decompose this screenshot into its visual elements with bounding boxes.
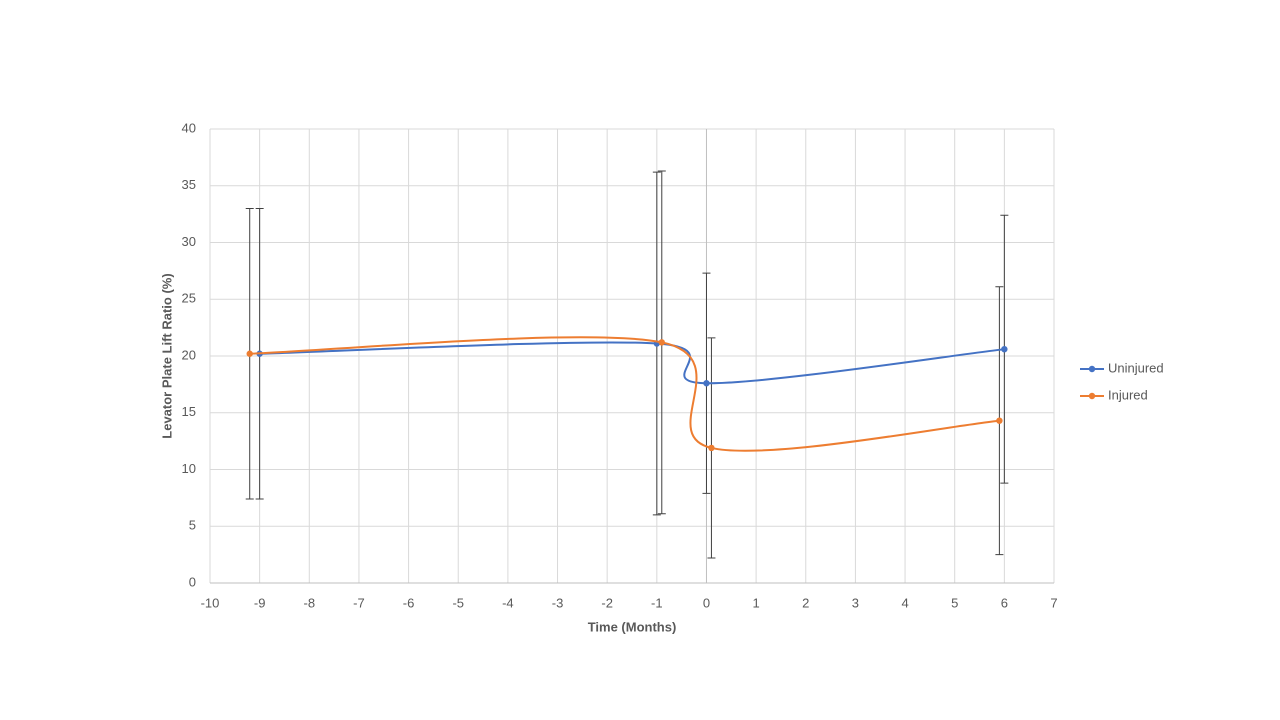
legend-label: Injured xyxy=(1108,387,1148,402)
data-point xyxy=(708,444,715,452)
y-tick-label: 40 xyxy=(182,120,196,135)
x-axis-title: Time (Months) xyxy=(588,619,677,634)
x-tick-label: 3 xyxy=(852,595,859,610)
x-tick-label: 4 xyxy=(901,595,908,610)
data-point xyxy=(1001,345,1008,353)
data-point xyxy=(246,350,253,357)
x-tick-label: -6 xyxy=(403,595,415,610)
x-tick-label: -4 xyxy=(502,595,514,610)
x-tick-label: 1 xyxy=(753,595,760,610)
legend-marker xyxy=(1088,392,1096,400)
x-tick-label: -10 xyxy=(201,595,220,610)
x-tick-label: 0 xyxy=(703,595,710,610)
y-tick-label: 25 xyxy=(182,291,196,306)
y-tick-label: 10 xyxy=(182,461,196,476)
y-tick-label: 0 xyxy=(189,574,196,589)
x-tick-label: -2 xyxy=(601,595,613,610)
x-tick-label: -9 xyxy=(254,595,266,610)
x-tick-label: 6 xyxy=(1001,595,1008,610)
x-tick-label: 2 xyxy=(802,595,809,610)
x-tick-label: -3 xyxy=(552,595,564,610)
data-point xyxy=(658,339,665,346)
x-tick-label: 7 xyxy=(1050,595,1057,610)
y-tick-label: 20 xyxy=(182,347,196,362)
y-tick-label: 15 xyxy=(182,404,196,419)
legend-label: Uninjured xyxy=(1108,360,1164,375)
y-tick-label: 35 xyxy=(182,177,196,192)
x-tick-label: -8 xyxy=(304,595,316,610)
legend-marker xyxy=(1088,365,1096,373)
x-tick-label: -1 xyxy=(651,595,663,610)
y-tick-label: 30 xyxy=(182,234,196,249)
series-line xyxy=(249,336,1000,452)
data-point xyxy=(703,380,710,387)
x-tick-label: 5 xyxy=(951,595,958,610)
y-tick-label: 5 xyxy=(189,518,196,533)
x-tick-label: -7 xyxy=(353,595,365,610)
x-tick-label: -5 xyxy=(452,595,464,610)
y-axis-title: Levator Plate Lift Ratio (%) xyxy=(159,273,174,438)
data-point xyxy=(996,417,1003,424)
series-line xyxy=(259,341,1005,385)
